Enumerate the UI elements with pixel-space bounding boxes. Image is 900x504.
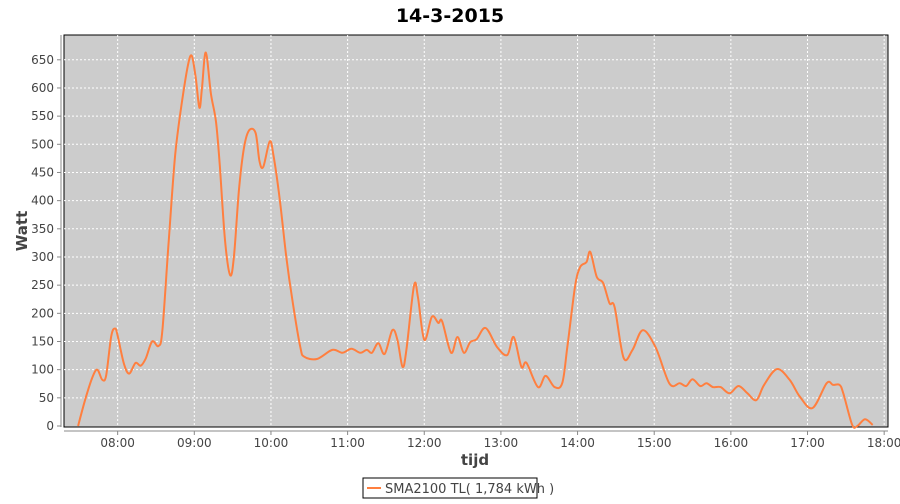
chart-title: 14-3-2015 (396, 5, 504, 27)
y-tick-label: 650 (31, 53, 54, 67)
x-tick-label: 17:00 (790, 436, 825, 450)
legend-label: SMA2100 TL( 1,784 kWh ) (385, 482, 554, 497)
y-tick-label: 150 (31, 334, 54, 348)
y-axis: 0 50 100 150 200 250 300 350 400 450 500 550 600 650 (31, 35, 62, 433)
y-axis-label: Watt (13, 211, 31, 251)
y-tick-label: 100 (31, 363, 54, 377)
y-tick-label: 350 (31, 222, 54, 236)
legend: SMA2100 TL( 1,784 kWh ) (362, 477, 554, 499)
y-tick-label: 300 (31, 250, 54, 264)
x-axis-label: tijd (461, 451, 489, 469)
legend-box (362, 477, 538, 499)
x-tick-label: 10:00 (254, 436, 289, 450)
y-tick-label: 250 (31, 278, 54, 292)
y-tick-label: 200 (31, 306, 54, 320)
series-line (77, 51, 874, 429)
y-tick-label: 50 (39, 391, 54, 405)
x-tick-label: 11:00 (330, 436, 365, 450)
x-tick-label: 13:00 (484, 436, 519, 450)
x-tick-label: 16:00 (714, 436, 749, 450)
y-tick-label: 0 (46, 419, 54, 433)
y-tick-label: 450 (31, 165, 54, 179)
x-axis: 08:00 09:00 10:00 11:00 12:00 13:00 14:00 15:00… (64, 430, 900, 450)
y-tick-label: 550 (31, 109, 54, 123)
y-tick-label: 600 (31, 81, 54, 95)
x-tick-label: 09:00 (177, 436, 212, 450)
x-tick-label: 12:00 (407, 436, 442, 450)
x-tick-label: 14:00 (560, 436, 595, 450)
x-tick-label: 15:00 (637, 436, 672, 450)
x-tick-label: 08:00 (100, 436, 135, 450)
y-tick-label: 400 (31, 194, 54, 208)
gridlines (64, 35, 888, 427)
plot-area (63, 34, 889, 428)
y-tick-label: 500 (31, 137, 54, 151)
x-tick-label: 18:00 (867, 436, 900, 450)
